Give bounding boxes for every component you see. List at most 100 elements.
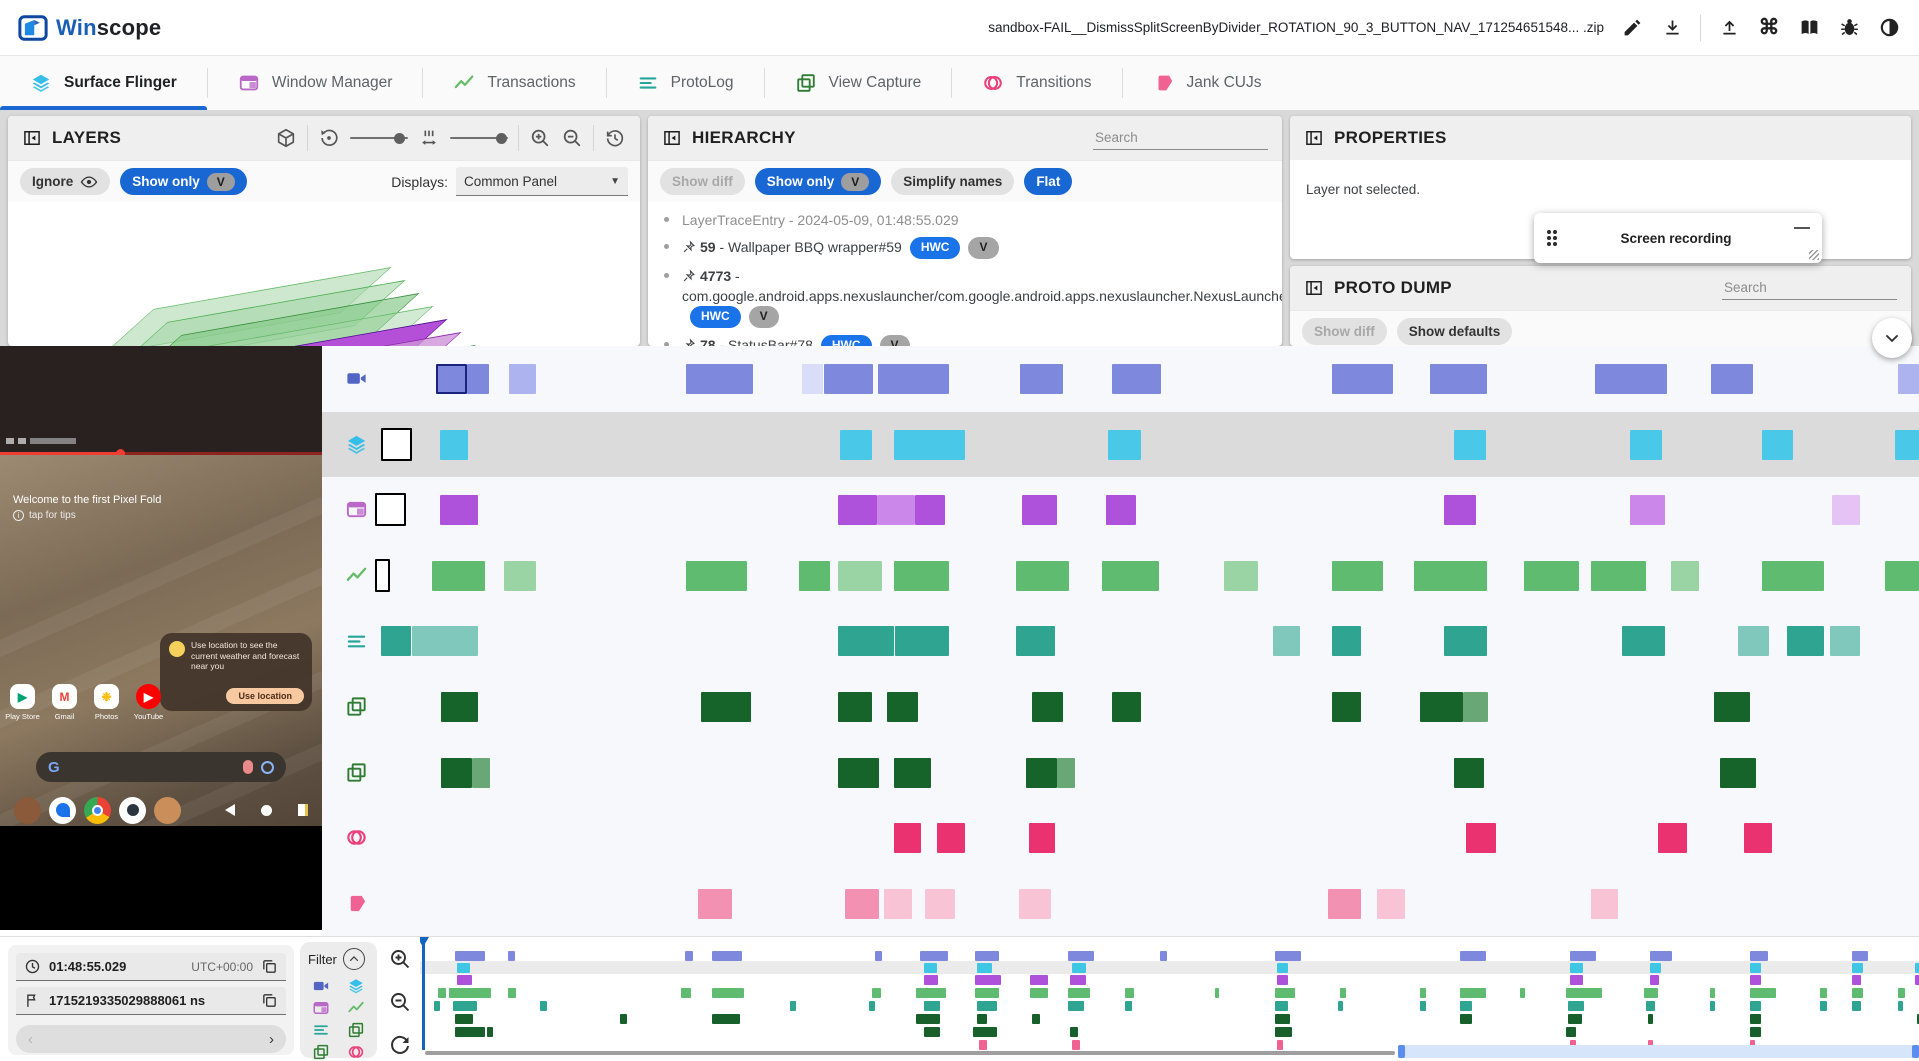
human-time-field[interactable]: 01:48:55.029 UTC+00:00 — [16, 953, 286, 981]
trace-block[interactable] — [1224, 560, 1259, 591]
timeline-row-protolog[interactable] — [322, 608, 1919, 674]
timeline-row-transactions[interactable] — [322, 543, 1919, 609]
collapse-panel-icon[interactable] — [1304, 278, 1324, 298]
ignore-filter-chip[interactable]: Ignore — [20, 168, 111, 195]
copy-icon[interactable] — [261, 958, 278, 975]
spacing-slider[interactable] — [450, 132, 508, 144]
trace-block[interactable] — [1713, 691, 1751, 722]
rotation-icon[interactable] — [318, 127, 340, 149]
trace-block[interactable] — [1331, 364, 1394, 394]
messages-icon[interactable] — [49, 796, 76, 824]
dark-mode-toggle-icon[interactable] — [1877, 16, 1901, 40]
trace-block[interactable] — [924, 888, 956, 919]
trace-block[interactable] — [1331, 691, 1362, 722]
youtube-app[interactable]: ▶ YouTube — [132, 684, 165, 721]
transitions-icon[interactable] — [347, 1043, 365, 1061]
trace-block[interactable] — [1105, 495, 1137, 526]
rotation-slider[interactable] — [350, 132, 408, 144]
trace-block[interactable] — [936, 823, 965, 854]
resize-handle[interactable] — [1809, 250, 1819, 260]
trace-block[interactable] — [1016, 626, 1056, 657]
timeline-row-surface-flinger[interactable] — [322, 411, 1919, 478]
collapse-section-button[interactable] — [1872, 318, 1912, 358]
back-button[interactable] — [225, 804, 235, 816]
tab-transactions[interactable]: Transactions — [423, 56, 605, 110]
trace-block[interactable] — [1630, 429, 1663, 460]
trace-block[interactable] — [840, 429, 872, 460]
trace-block[interactable] — [893, 757, 931, 788]
timeline-cursor[interactable] — [420, 937, 429, 1050]
range-handle-right[interactable] — [1912, 1045, 1919, 1058]
proto-dump-search-input[interactable] — [1722, 276, 1897, 300]
trace-block[interactable] — [837, 757, 880, 788]
pin-icon[interactable] — [682, 338, 696, 346]
timeline-row-screen-recording[interactable] — [322, 346, 1919, 412]
gmail-app[interactable]: M Gmail — [48, 684, 81, 721]
trace-block[interactable] — [837, 495, 877, 526]
show-diff-chip[interactable]: Show diff — [1302, 318, 1387, 345]
trace-block[interactable] — [1273, 626, 1301, 657]
trace-block[interactable] — [1454, 757, 1484, 788]
tab-window-manager[interactable]: Window Manager — [208, 56, 423, 110]
recents-button[interactable] — [298, 804, 308, 816]
trace-block[interactable] — [802, 364, 823, 394]
copy-icon[interactable] — [261, 992, 278, 1009]
pin-icon[interactable] — [682, 240, 696, 254]
minimize-icon[interactable] — [1794, 227, 1810, 229]
android-toy-icon[interactable] — [14, 796, 41, 824]
reset-view-icon[interactable] — [604, 127, 626, 149]
lens-icon[interactable] — [261, 760, 274, 774]
trace-block[interactable] — [884, 888, 913, 919]
screen-recording-card[interactable]: Screen recording — [1534, 213, 1822, 263]
cursor-entry-box[interactable] — [375, 558, 390, 592]
zoom-in-icon[interactable] — [529, 127, 551, 149]
trace-block[interactable] — [1101, 560, 1160, 591]
trace-block[interactable] — [824, 364, 874, 394]
trace-block[interactable] — [1897, 364, 1919, 394]
trace-block[interactable] — [1429, 364, 1488, 394]
tab-jank-cujs[interactable]: Jank CUJs — [1123, 56, 1292, 110]
trace-block[interactable] — [471, 757, 491, 788]
trace-block[interactable] — [1444, 495, 1477, 526]
trace-block[interactable] — [1022, 495, 1057, 526]
collapse-panel-icon[interactable] — [1304, 128, 1324, 148]
trace-block[interactable] — [886, 691, 919, 722]
collapse-panel-icon[interactable] — [662, 128, 682, 148]
tab-view-capture[interactable]: View Capture — [765, 56, 952, 110]
flat-chip[interactable]: Flat — [1024, 168, 1073, 195]
timeline-row-window-manager[interactable] — [322, 477, 1919, 543]
trace-block[interactable] — [1056, 757, 1075, 788]
photos-app[interactable]: ❉ Photos — [90, 684, 123, 721]
tx-icon[interactable] — [347, 999, 365, 1017]
trace-block[interactable] — [1832, 495, 1861, 526]
mic-icon[interactable] — [243, 760, 253, 774]
trace-block[interactable] — [467, 364, 490, 394]
report-bug-icon[interactable] — [1837, 16, 1861, 40]
layers-3d-view[interactable] — [102, 267, 598, 346]
play-store-app[interactable]: ▶ Play Store — [5, 684, 40, 721]
protolog-icon[interactable] — [312, 1021, 330, 1039]
tab-protolog[interactable]: ProtoLog — [607, 56, 764, 110]
trace-block[interactable] — [1016, 560, 1069, 591]
android-circle-icon[interactable] — [154, 796, 181, 824]
trace-block[interactable] — [1032, 691, 1063, 722]
trace-block[interactable] — [1419, 691, 1463, 722]
trace-block[interactable] — [1744, 823, 1773, 854]
trace-block[interactable] — [1413, 560, 1488, 591]
documentation-icon[interactable] — [1797, 16, 1821, 40]
trace-block[interactable] — [837, 560, 882, 591]
tab-surface-flinger[interactable]: Surface Flinger — [0, 56, 207, 110]
screen-recording-video[interactable]: Welcome to the first Pixel Fold i tap for… — [0, 346, 322, 930]
trace-block[interactable] — [1762, 429, 1793, 460]
trace-block[interactable] — [700, 691, 751, 722]
trace-block[interactable] — [1108, 429, 1142, 460]
chrome-icon[interactable] — [84, 796, 111, 824]
prev-frame-icon[interactable]: ‹ — [28, 1030, 33, 1048]
show-only-v-chip[interactable]: Show only V — [120, 168, 247, 195]
trace-block[interactable] — [686, 560, 748, 591]
trace-block[interactable] — [412, 626, 479, 657]
trace-block[interactable] — [686, 364, 754, 394]
upload-icon[interactable] — [1717, 16, 1741, 40]
trace-block[interactable] — [1621, 626, 1665, 657]
trace-block[interactable] — [1737, 626, 1769, 657]
